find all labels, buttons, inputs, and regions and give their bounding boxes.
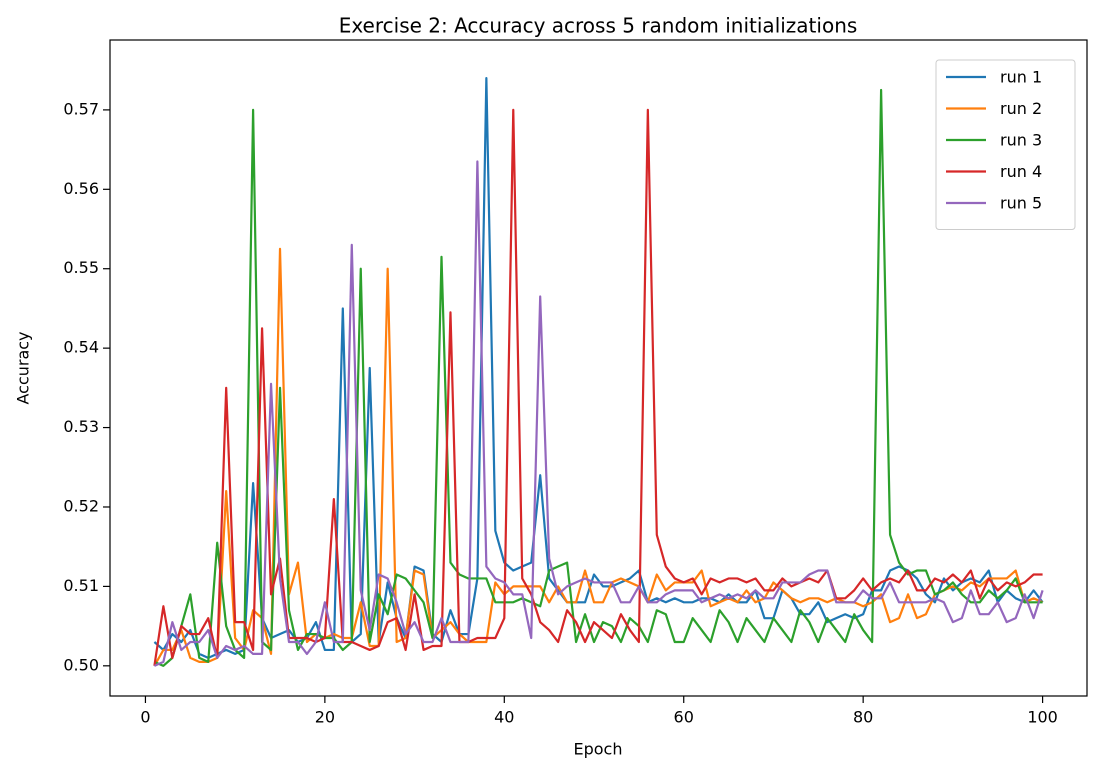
y-tick-label: 0.51: [63, 576, 99, 595]
legend-label: run 2: [1000, 99, 1042, 118]
x-tick-label: 40: [494, 708, 514, 727]
legend-label: run 4: [1000, 162, 1042, 181]
x-tick-label: 100: [1027, 708, 1058, 727]
series-line: [153, 108, 1043, 666]
x-tick-label: 80: [853, 708, 873, 727]
y-tick-label: 0.50: [63, 655, 99, 674]
legend-label: run 1: [1000, 68, 1042, 87]
y-tick-label: 0.52: [63, 496, 99, 515]
x-tick-label: 60: [674, 708, 694, 727]
legend: run 1 run 2 run 3 run 4 run 5: [935, 59, 1076, 230]
legend-label: run 3: [1000, 131, 1042, 150]
legend-box: [935, 59, 1076, 230]
y-tick-label: 0.57: [63, 99, 99, 118]
series-line: [153, 160, 1044, 667]
axes-frame: [109, 39, 1088, 697]
y-axis-label: Accuracy: [14, 331, 33, 404]
chart-title: Exercise 2: Accuracy across 5 random ini…: [339, 14, 858, 38]
legend-label: run 5: [1000, 194, 1042, 213]
x-axis-label: Epoch: [574, 740, 623, 759]
series-line: [153, 88, 1043, 667]
series-line: [153, 247, 1044, 667]
y-tick-label: 0.54: [63, 338, 99, 357]
y-tick-label: 0.55: [63, 258, 99, 277]
y-tick-label: 0.53: [63, 417, 99, 436]
x-tick-label: 0: [140, 708, 150, 727]
y-tick-label: 0.56: [63, 179, 99, 198]
x-tick-label: 20: [315, 708, 335, 727]
